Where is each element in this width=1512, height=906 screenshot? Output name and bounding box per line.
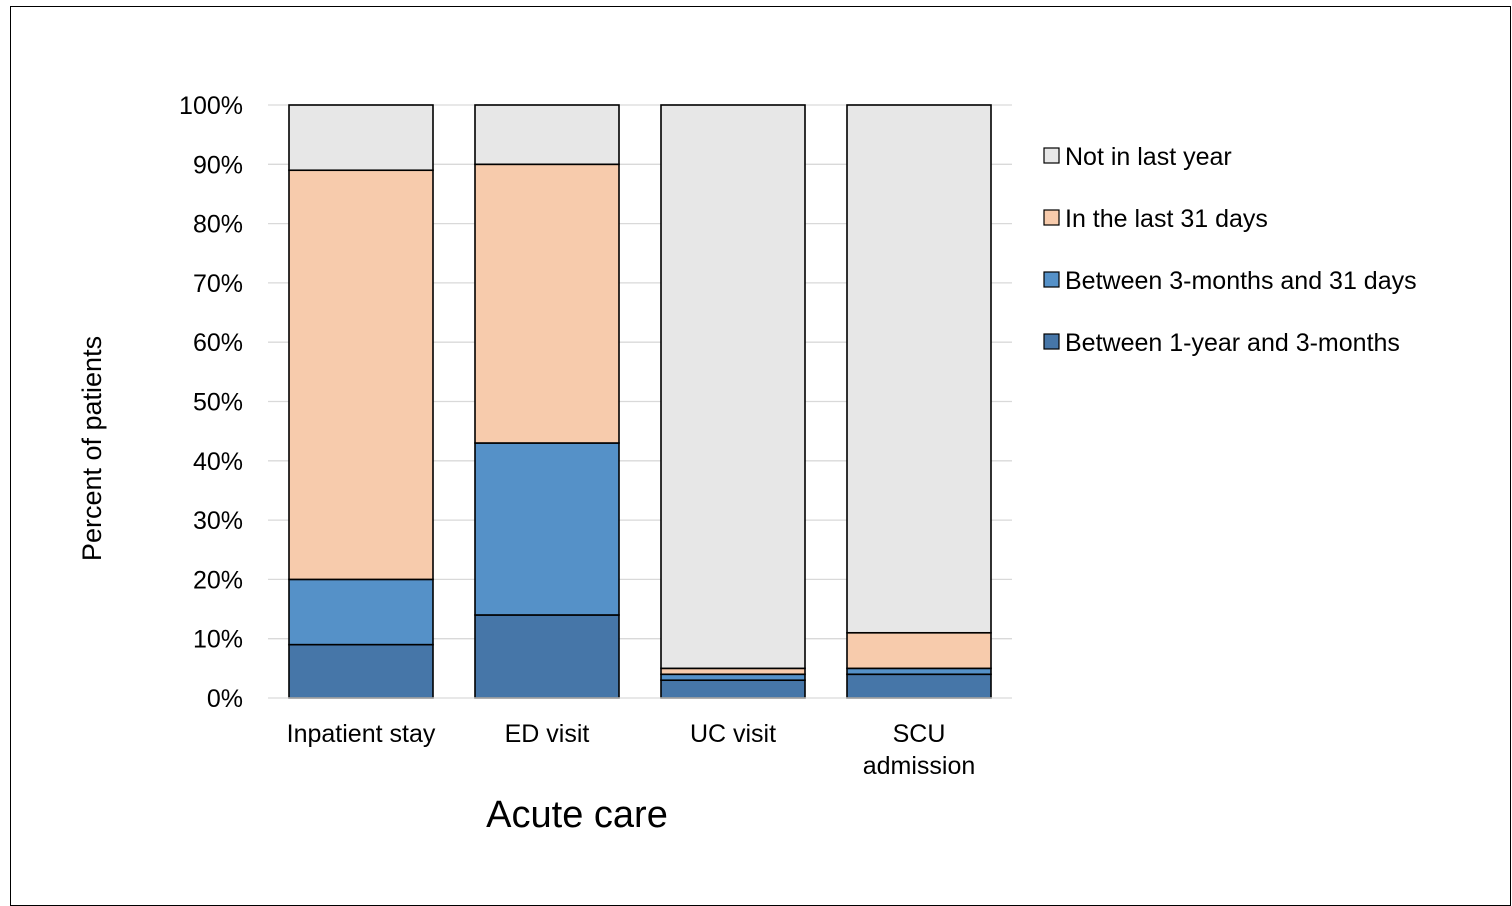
- y-axis-ticks: 0% 10% 20% 30% 40% 50% 60% 70% 80% 90% 100%: [179, 92, 243, 713]
- bar-segment: [660, 679, 806, 699]
- y-tick-label: 0%: [207, 685, 243, 713]
- legend-label: Between 1-year and 3-months: [1065, 329, 1400, 357]
- legend-label: Between 3-months and 31 days: [1065, 267, 1417, 295]
- bar-segment: [474, 442, 620, 616]
- bar-segment: [660, 673, 806, 682]
- legend-swatch: [1043, 333, 1060, 350]
- y-tick-label: 100%: [179, 92, 243, 120]
- bar-segment: [846, 631, 992, 670]
- x-tick-label: UC visit: [690, 720, 776, 748]
- legend-label: In the last 31 days: [1065, 205, 1268, 233]
- y-tick-label: 80%: [193, 211, 243, 239]
- x-tick-label: SCU: [893, 720, 946, 748]
- bar-segment: [288, 643, 434, 699]
- bars: [288, 104, 992, 699]
- legend-label: Not in last year: [1065, 143, 1232, 171]
- bar-segment: [288, 578, 434, 646]
- y-tick-label: 10%: [193, 626, 243, 654]
- y-tick-label: 90%: [193, 151, 243, 179]
- legend-swatch: [1043, 209, 1060, 226]
- y-tick-label: 60%: [193, 329, 243, 357]
- bar-segment: [474, 614, 620, 699]
- y-tick-label: 70%: [193, 270, 243, 298]
- bar-segment: [288, 104, 434, 172]
- legend-swatch: [1043, 271, 1060, 288]
- bar-segment: [846, 667, 992, 676]
- y-tick-label: 30%: [193, 507, 243, 535]
- legend: Not in last year In the last 31 days Betwe…: [1043, 143, 1417, 357]
- y-tick-label: 20%: [193, 566, 243, 594]
- bar-segment: [660, 104, 806, 670]
- bar-segment: [660, 667, 806, 676]
- x-tick-label: admission: [863, 752, 976, 780]
- bar-segment: [288, 169, 434, 581]
- y-axis-title: Percent of patients: [77, 336, 107, 561]
- bar-segment: [846, 104, 992, 634]
- x-axis-ticks: Inpatient stay ED visit UC visit SCU admissi…: [287, 720, 976, 780]
- x-axis-title: Acute care: [486, 794, 668, 836]
- bar-segment: [474, 163, 620, 444]
- x-tick-label: Inpatient stay: [287, 720, 436, 748]
- x-tick-label: ED visit: [505, 720, 590, 748]
- y-tick-label: 50%: [193, 389, 243, 417]
- y-tick-label: 40%: [193, 448, 243, 476]
- bar-segment: [846, 673, 992, 699]
- legend-swatch: [1043, 147, 1060, 164]
- bar-segment: [474, 104, 620, 166]
